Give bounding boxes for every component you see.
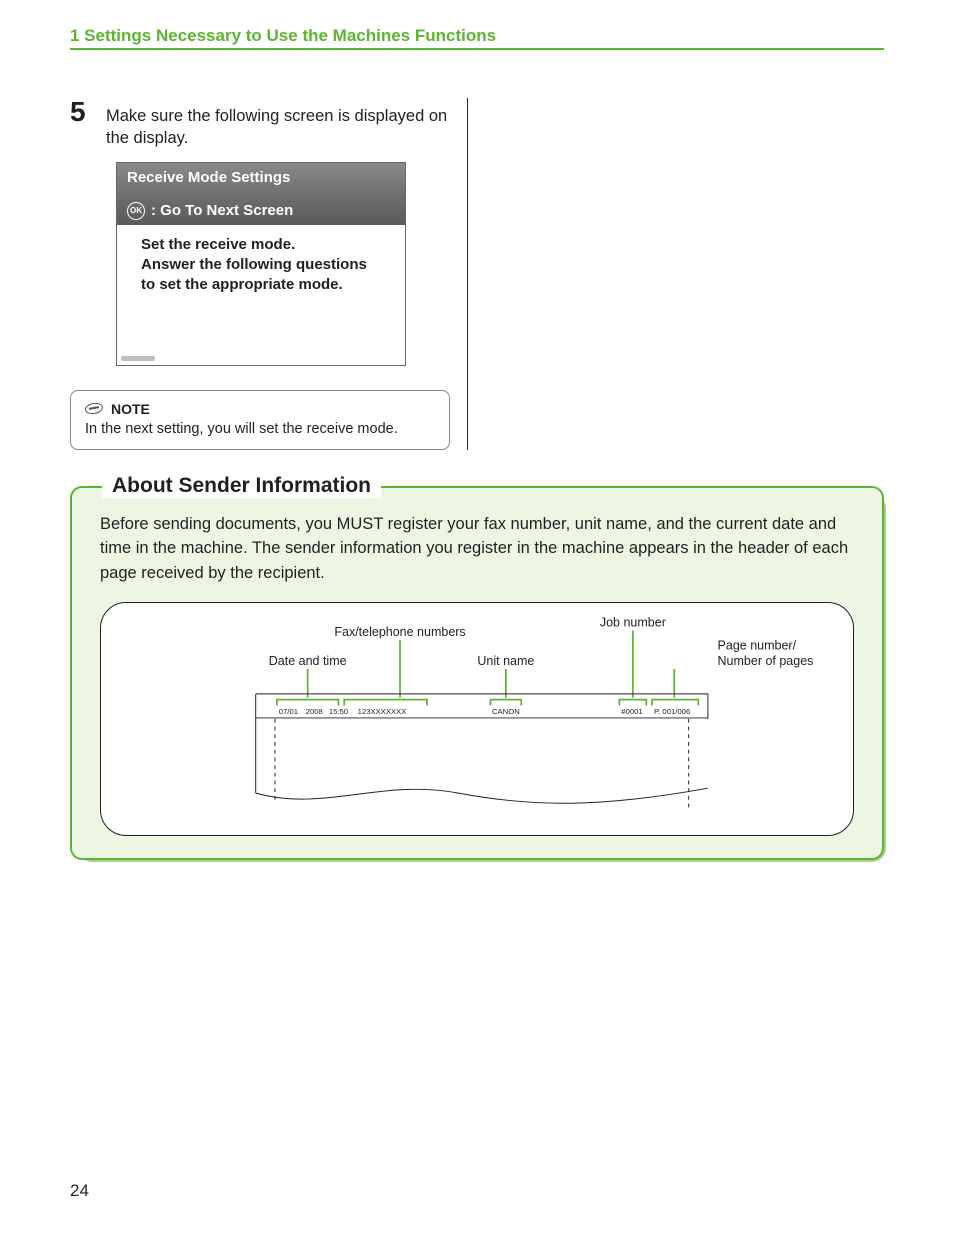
sample-unit: CANON — [492, 707, 520, 716]
label-unit-name: Unit name — [477, 654, 534, 668]
step-5: 5 Make sure the following screen is disp… — [70, 98, 457, 150]
lcd-subtitle: : Go To Next Screen — [151, 202, 293, 219]
note-label: NOTE — [111, 401, 150, 417]
sample-date: 07/01 — [279, 707, 298, 716]
lcd-title: Receive Mode Settings — [117, 163, 405, 198]
label-page-number-2: Number of pages — [718, 654, 814, 668]
sender-info-diagram: Fax/telephone numbers Date and time Unit… — [100, 602, 854, 837]
page-number: 24 — [70, 1181, 89, 1201]
sample-page: P. 001/006 — [654, 707, 690, 716]
ok-icon: OK — [127, 202, 145, 220]
bracket — [619, 699, 646, 705]
note-heading: NOTE — [85, 401, 435, 417]
left-column: 5 Make sure the following screen is disp… — [70, 98, 468, 450]
right-column — [494, 98, 884, 450]
label-page-number-1: Page number/ — [718, 638, 797, 652]
step-number: 5 — [70, 98, 92, 150]
bracket — [652, 699, 698, 705]
sample-job: #0001 — [621, 707, 642, 716]
sample-time: 15:50 — [329, 707, 348, 716]
sample-year: 2008 — [306, 707, 323, 716]
sample-fax: 123XXXXXXX — [358, 707, 407, 716]
diagram-svg: Fax/telephone numbers Date and time Unit… — [121, 615, 833, 829]
lcd-screenshot: Receive Mode Settings OK : Go To Next Sc… — [116, 162, 406, 366]
running-head: 1 Settings Necessary to Use the Machines… — [70, 26, 884, 50]
note-text: In the next setting, you will set the re… — [85, 421, 435, 437]
bracket — [344, 699, 427, 705]
step-text: Make sure the following screen is displa… — [106, 98, 457, 150]
label-job-number: Job number — [600, 615, 666, 629]
lcd-scrollbar — [121, 356, 155, 361]
note-box: NOTE In the next setting, you will set t… — [70, 390, 450, 450]
pencil-icon — [84, 402, 104, 416]
green-box-title: About Sender Information — [102, 474, 381, 498]
two-column-layout: 5 Make sure the following screen is disp… — [70, 98, 884, 450]
about-sender-info-box: About Sender Information Before sending … — [70, 486, 884, 861]
bracket — [490, 699, 521, 705]
page-bottom-wave — [256, 788, 708, 803]
lcd-body-line: to set the appropriate mode. — [141, 275, 387, 295]
lcd-subtitle-row: OK : Go To Next Screen — [117, 198, 405, 225]
lcd-body-line: Set the receive mode. — [141, 235, 387, 255]
lcd-body: Set the receive mode. Answer the followi… — [117, 225, 405, 365]
green-box-body: Before sending documents, you MUST regis… — [100, 512, 854, 586]
lcd-body-line: Answer the following questions — [141, 255, 387, 275]
bracket — [277, 699, 339, 705]
label-date-time: Date and time — [269, 654, 347, 668]
label-fax-tel: Fax/telephone numbers — [334, 625, 465, 639]
